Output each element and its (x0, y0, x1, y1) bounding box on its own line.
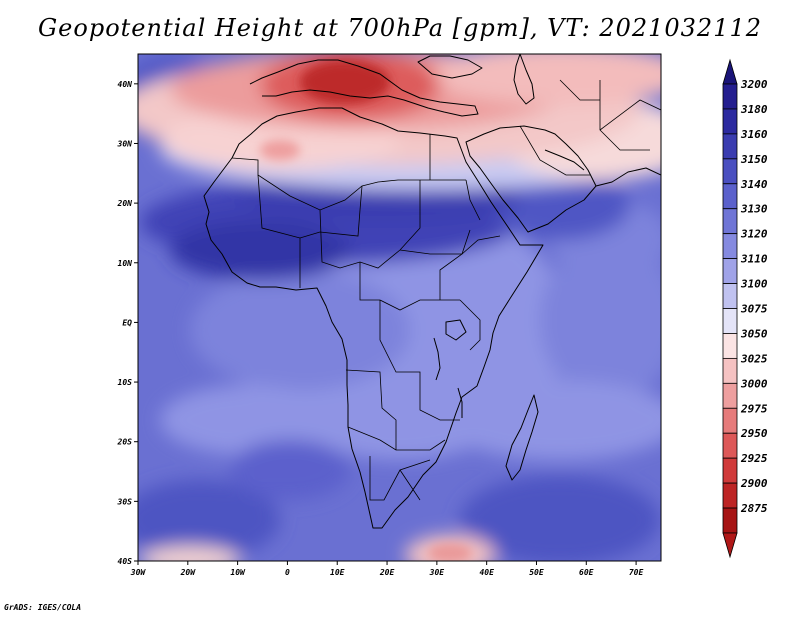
credit-label: GrADS: IGES/COLA (4, 603, 82, 612)
colorbar-swatch (722, 83, 738, 110)
lake-victoria (445, 319, 467, 341)
colorbar-top-arrow (722, 58, 738, 85)
lon-tick-label: 50E (529, 568, 544, 577)
latitude-ticks: 40N 30N 20N 10N EQ 10S 20S 30S 40S (117, 80, 138, 566)
madagascar-coastline (505, 394, 539, 481)
colorbar-swatch (722, 158, 738, 185)
height-field (138, 54, 661, 561)
lon-tick-label: 30E (429, 568, 445, 577)
lat-tick-label: 30N (117, 139, 133, 148)
colorbar-label: 3120 (740, 228, 768, 241)
colorbar-swatch (722, 208, 738, 235)
colorbar-swatch (722, 183, 738, 210)
colorbar-label: 3180 (740, 103, 768, 116)
colorbar-swatch (722, 357, 738, 384)
colorbar-label: 3000 (740, 377, 768, 390)
lon-tick-label: 70E (629, 568, 644, 577)
caspian-coastline (513, 54, 535, 105)
lat-tick-label: 30S (117, 497, 133, 506)
colorbar-label: 2950 (740, 427, 768, 440)
colorbar-label: 2925 (740, 452, 768, 465)
colorbar-label: 2900 (740, 477, 768, 490)
colorbar-label: 3160 (740, 128, 768, 141)
colorbar-swatch (722, 233, 738, 260)
colorbar-label: 3130 (740, 203, 768, 216)
persian-gulf-coastline (544, 149, 585, 171)
colorbar-label: 3140 (740, 178, 768, 191)
asia-coastline (595, 167, 661, 187)
colorbar-swatch (722, 382, 738, 409)
colorbar-bottom-arrow (722, 532, 738, 559)
lat-tick-label: 10N (118, 259, 133, 268)
colorbar-swatch (722, 258, 738, 284)
lat-tick-label: EQ (122, 318, 132, 327)
colorbar-label: 3110 (740, 253, 768, 266)
colorbar-label: 3150 (740, 153, 768, 166)
colorbar-label: 3050 (740, 327, 768, 340)
colorbar-swatch (722, 333, 738, 359)
colorbar-label: 3200 (740, 78, 768, 91)
map-title: Geopotential Height at 700hPa [gpm], VT:… (38, 14, 762, 42)
national-borders (231, 79, 661, 501)
europe-coastline (249, 59, 479, 117)
colorbar-label: 3075 (740, 303, 768, 316)
lon-tick-label: 10W (230, 568, 246, 577)
colorbar-swatch (722, 133, 738, 160)
colorbar-label: 3100 (740, 278, 768, 291)
lat-tick-label: 10S (118, 378, 133, 387)
black-sea-coastline (417, 55, 483, 79)
colorbar-swatch (722, 283, 738, 309)
colorbar-label: 2975 (740, 402, 768, 415)
lake-malawi (457, 387, 463, 418)
colorbar-swatch (722, 108, 738, 135)
lat-tick-label: 20N (117, 199, 133, 208)
lon-tick-label: 10E (330, 568, 345, 577)
colorbar-label: 3025 (740, 352, 768, 365)
colorbar-label: 2875 (740, 502, 768, 515)
longitude-ticks: 30W 20W 10W 0 10E 20E 30E 40E 50E 60E 70E (130, 561, 644, 577)
colorbar-swatch (722, 308, 738, 334)
lon-tick-label: 20W (180, 568, 197, 577)
colorbar-swatch (722, 457, 738, 484)
lon-tick-label: 40E (479, 568, 494, 577)
lon-tick-label: 30W (130, 568, 147, 577)
map-frame (137, 53, 662, 562)
lat-tick-label: 40N (118, 80, 133, 89)
colorbar-swatch (722, 507, 738, 534)
lat-tick-label: 40S (118, 557, 133, 566)
colorbar-swatch (722, 482, 738, 509)
arabia-coastline (465, 125, 597, 233)
colorbar: 3200 3180 3160 3150 3140 3130 3120 3110 3100 3075… (722, 58, 768, 559)
lake-tanganyika (433, 337, 441, 381)
lon-tick-label: 0 (285, 568, 290, 577)
lon-tick-label: 60E (579, 568, 594, 577)
colorbar-swatch (722, 432, 738, 459)
lat-tick-label: 20S (117, 438, 133, 447)
coastlines (203, 54, 661, 529)
colorbar-swatch (722, 407, 738, 434)
lon-tick-label: 20E (379, 568, 395, 577)
africa-coastline (203, 107, 544, 529)
